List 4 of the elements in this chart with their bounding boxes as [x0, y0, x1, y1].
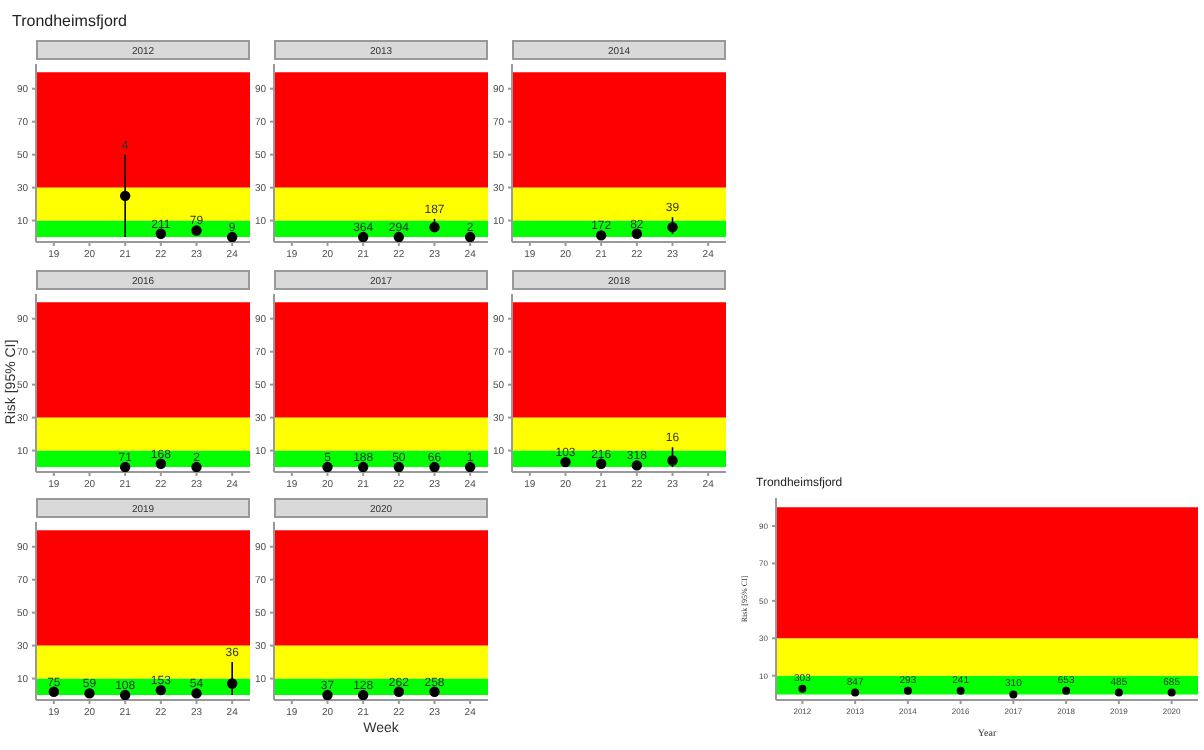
point	[119, 190, 131, 202]
point	[155, 228, 167, 239]
point	[226, 231, 238, 242]
chart-title: Trondheimsfjord	[12, 12, 128, 30]
